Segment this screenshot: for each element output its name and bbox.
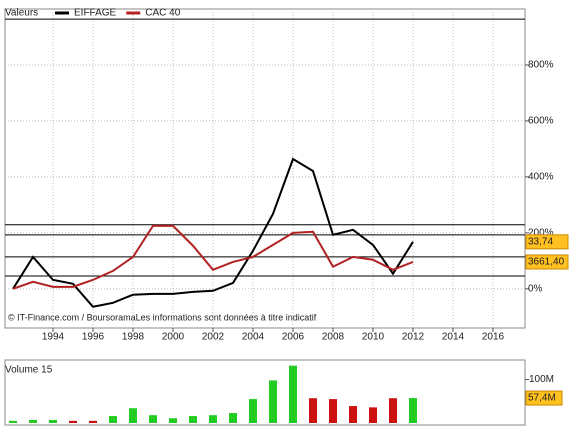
volume-bar [269,380,277,423]
x-tick-label: 2006 [282,332,305,343]
volume-bar [309,398,317,423]
last-value-box [525,254,569,270]
y-tick-label: 400% [528,172,554,183]
volume-bar [289,365,297,423]
series-line [12,224,414,290]
volume-bar [369,407,377,423]
volume-bar [329,399,337,423]
x-tick-label: 2012 [402,332,425,343]
volume-bar [149,415,157,423]
series-line [12,157,414,308]
volume-bar [209,415,217,423]
legend-title: Valeurs [5,8,38,19]
volume-bar [109,416,117,423]
volume-bar [189,416,197,423]
volume-bar [89,420,97,423]
x-tick-label: 1994 [42,332,65,343]
x-tick-label: 1998 [122,332,145,343]
volume-bar [349,406,357,423]
last-value-box [525,234,569,250]
volume-bar [389,398,397,423]
x-tick-label: 2000 [162,332,185,343]
volume-bar [69,420,77,423]
y-tick-label: 800% [528,60,554,71]
volume-bar [49,419,57,423]
y-tick-label: 200% [528,228,554,239]
volume-bar [229,413,237,423]
y-tick-label: 600% [528,116,554,127]
volume-bar [9,420,17,423]
main-plot-frame [4,8,526,329]
last-value-box [525,390,563,406]
x-tick-label: 2008 [322,332,345,343]
volume-bar [169,418,177,423]
volume-bar [129,408,137,423]
x-tick-label: 2016 [482,332,505,343]
x-tick-label: 2002 [202,332,225,343]
x-tick-label: 2010 [362,332,385,343]
volume-bar [249,399,257,423]
legend-label: EIFFAGE [74,8,117,19]
y-tick-label: 0% [528,283,543,294]
volume-bar [409,398,417,423]
source-note: © IT-Finance.com / BoursoramaLes informa… [8,312,317,322]
legend-label: CAC 40 [145,8,180,19]
volume-bar [29,419,37,423]
x-tick-label: 2014 [442,332,465,343]
volume-plot-frame [4,359,526,426]
last-value-label: 3661,40 [528,257,565,268]
x-tick-label: 1996 [82,332,105,343]
volume-title: Volume 15 [5,365,53,376]
last-value-label: 57,4M [528,393,556,404]
y-tick-label: 100M [529,374,554,385]
last-value-label: 33,74 [528,236,553,247]
x-tick-label: 2004 [242,332,265,343]
